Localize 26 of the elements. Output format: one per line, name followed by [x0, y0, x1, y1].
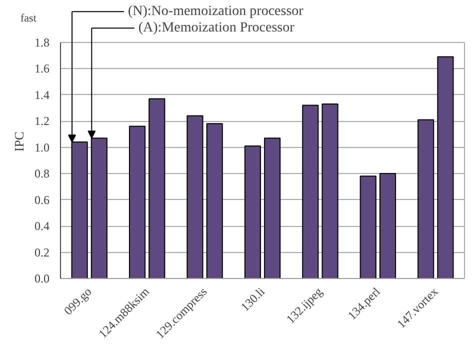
- bar: [128, 126, 146, 278]
- bar: [264, 138, 281, 278]
- y-tick-label: 0.2: [34, 245, 50, 260]
- bar: [302, 104, 319, 278]
- y-tick-label: 1.8: [34, 35, 50, 50]
- y-tick-label: 1.0: [34, 140, 50, 154]
- bar: [244, 145, 261, 278]
- y-tick-label: 0.6: [34, 192, 50, 207]
- bar: [186, 115, 204, 278]
- y-tick-label: 1.4: [34, 88, 50, 102]
- bar: [418, 119, 434, 278]
- y-tick-label: 0.4: [34, 219, 50, 234]
- y-axis-title: IPC: [12, 131, 26, 152]
- bar: [322, 103, 338, 278]
- legend-label: (A):Memoization Processor: [138, 20, 295, 36]
- y-tick-label: 1.6: [34, 62, 50, 76]
- legend-label: (N):No-memoization processor: [128, 4, 304, 20]
- text: fast: [20, 12, 36, 24]
- y-tick-label: 1.2: [34, 114, 50, 128]
- y-tick-label: 0.0: [34, 272, 50, 286]
- bar: [379, 173, 396, 278]
- bar: [148, 98, 166, 278]
- y-tick-label: 0.8: [34, 166, 50, 181]
- bar: [437, 56, 454, 278]
- bar: [206, 123, 223, 278]
- bar: [360, 176, 376, 278]
